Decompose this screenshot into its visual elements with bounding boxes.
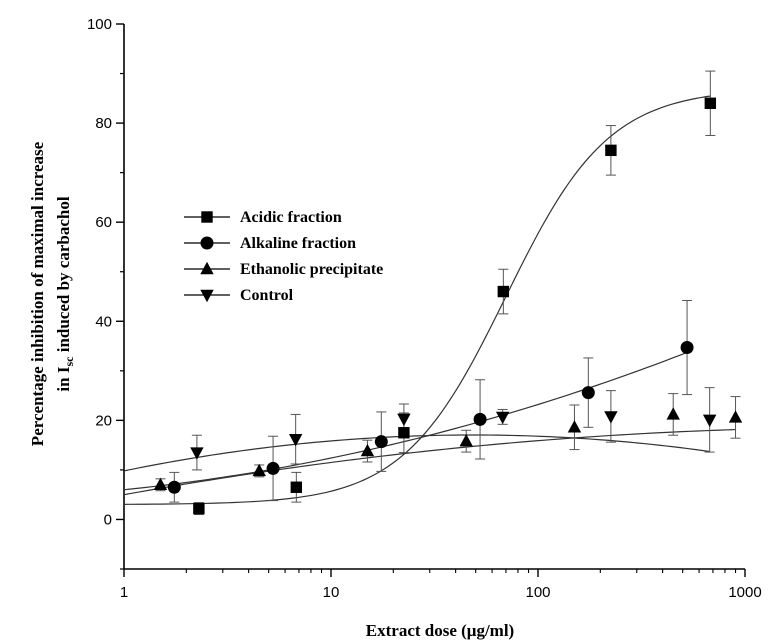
x-tick-label: 100 (525, 584, 550, 601)
x-tick-label: 1000 (728, 584, 761, 601)
alkaline-fraction-point (266, 461, 280, 475)
legend-label-acidic-fraction: Acidic fraction (240, 209, 342, 226)
y-tick-label: 80 (95, 115, 112, 132)
legend-marker-control (200, 289, 214, 303)
control-fit-curve (123, 434, 710, 472)
y-axis-title-subscript: sc (62, 356, 76, 367)
alkaline-fraction-point (581, 386, 595, 400)
y-ticks: 0 20 40 60 80 100 (87, 16, 124, 570)
legend: Acidic fraction Alkaline fraction Ethanoli… (184, 209, 383, 304)
alkaline-fraction-fit-curve (123, 351, 688, 491)
ethanolic-precipitate-point (252, 463, 266, 477)
x-tick-label: 1 (120, 584, 128, 601)
y-tick-label: 60 (95, 214, 112, 231)
legend-marker-ethanolic-precipitate (200, 261, 214, 275)
acidic-fraction-point (398, 427, 410, 439)
control-point (190, 447, 204, 460)
acidic-fraction-point (290, 481, 303, 493)
y-tick-label: 20 (95, 412, 112, 429)
legend-label-alkaline-fraction: Alkaline fraction (240, 235, 356, 252)
x-axis-title: Extract dose (μg/ml) (366, 621, 514, 640)
ethanolic-precipitate-point (728, 410, 743, 423)
y-axis-title-2: in Isc induced by carbachol (54, 196, 76, 391)
x-tick-label: 10 (323, 584, 340, 601)
alkaline-fraction-point (167, 480, 181, 494)
ethanolic-precipitate-point (666, 407, 680, 420)
legend-label-ethanolic-precipitate: Ethanolic precipitate (240, 261, 383, 278)
ethanolic-precipitate-point (459, 433, 473, 447)
ethanolic-precipitate-point (153, 477, 168, 490)
control-point (604, 411, 618, 424)
y-axis-title-line2: in Isc induced by carbachol (54, 196, 76, 391)
acidic-fraction-point (193, 502, 205, 515)
acidic-fraction-fit-curve (123, 95, 711, 505)
x-ticks: 1 10 100 1000 (120, 569, 762, 601)
alkaline-fraction-point (473, 412, 487, 426)
y-tick-label: 40 (95, 313, 112, 330)
legend-marker-alkaline-fraction (200, 236, 214, 250)
acidic-fraction-point (704, 97, 717, 109)
y-tick-label: 0 (104, 511, 112, 528)
legend-label-control: Control (240, 287, 294, 304)
axes (123, 24, 745, 570)
data-markers (153, 97, 743, 515)
y-axis-title-line1: Percentage inhibition of maximal increas… (28, 141, 47, 446)
control-point (288, 433, 303, 447)
alkaline-fraction-point (374, 435, 388, 449)
acidic-fraction-point (605, 144, 617, 157)
y-axis-title-line2-prefix: in I (54, 366, 73, 391)
acidic-fraction-point (497, 285, 510, 298)
y-axis-title: Percentage inhibition of maximal increas… (28, 141, 47, 446)
ethanolic-precipitate-fit-curve (123, 428, 736, 496)
y-axis-title-line2-suffix: induced by carbachol (54, 196, 73, 356)
fit-curves (123, 95, 736, 505)
control-point (702, 414, 717, 428)
control-point (495, 411, 510, 425)
control-point (397, 413, 411, 427)
y-tick-label: 100 (87, 16, 112, 33)
legend-marker-acidic-fraction (201, 211, 213, 223)
ethanolic-precipitate-point (360, 443, 375, 457)
ethanolic-precipitate-point (567, 420, 582, 433)
alkaline-fraction-point (680, 341, 694, 355)
